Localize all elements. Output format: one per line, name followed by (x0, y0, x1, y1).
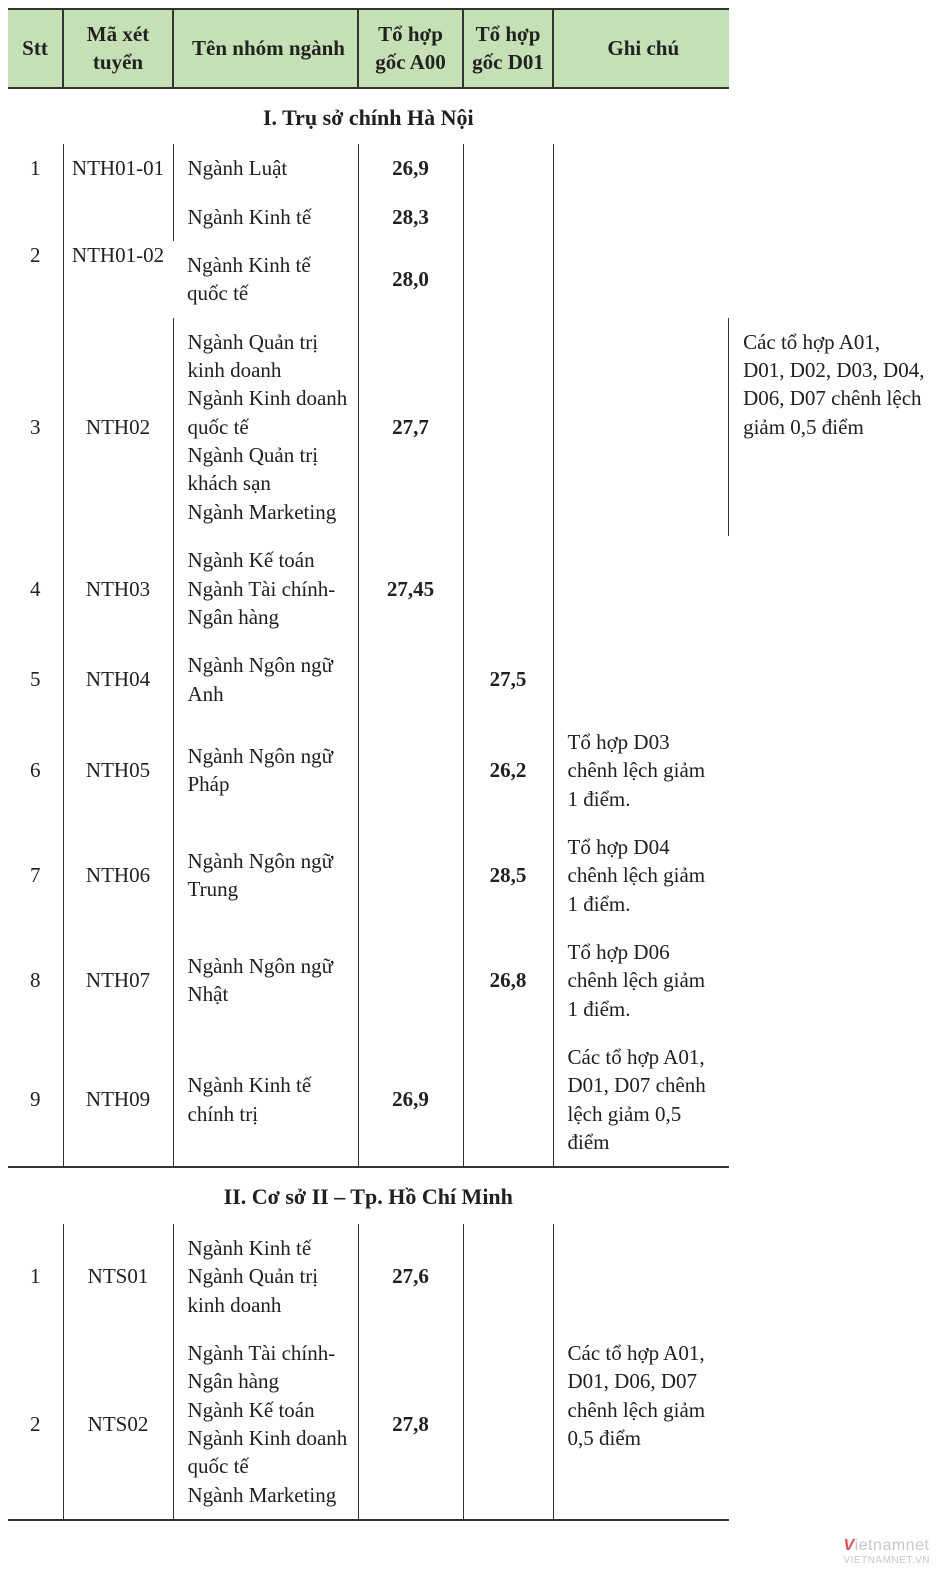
cell-name: Ngành Kinh tế chính trị (173, 1033, 358, 1167)
cell-name: Ngành Ngôn ngữ Anh (173, 641, 358, 718)
cell-d01 (463, 1224, 553, 1329)
table-row: 9NTH09Ngành Kinh tế chính trị26,9 Các tổ … (8, 1033, 936, 1167)
cell-name: Ngành Quản trị kinh doanh Ngành Kinh doa… (173, 318, 358, 536)
th-stt: Stt (8, 9, 63, 88)
table-row: 1NTH01-01Ngành Luật26,9 (8, 144, 936, 192)
cell-note: Các tổ hợp A01, D01, D06, D07 chênh lệch… (553, 1329, 729, 1520)
cell-stt: 2 (8, 193, 63, 318)
cell-stt: 9 (8, 1033, 63, 1167)
cell-name: Ngành Kinh tế Ngành Quản trị kinh doanh (173, 1224, 358, 1329)
cell-a00: 28,0 (358, 241, 463, 318)
watermark-brand: ietnamnet (855, 1537, 930, 1554)
th-name: Tên nhóm ngành (173, 9, 358, 88)
table-row: 7NTH06Ngành Ngôn ngữ Trung 28,5Tổ hợp D04… (8, 823, 936, 928)
cell-note: Tổ hợp D04 chênh lệch giảm 1 điểm. (553, 823, 729, 928)
cell-stt: 2 (8, 1329, 63, 1520)
cell-code: NTH05 (63, 718, 173, 823)
cell-code: NTS01 (63, 1224, 173, 1329)
cell-stt: 8 (8, 928, 63, 1033)
cell-d01 (463, 241, 553, 318)
cell-a00: 28,3 (358, 193, 463, 241)
cell-d01 (463, 193, 553, 241)
th-a00: Tổ hợp gốc A00 (358, 9, 463, 88)
cell-code: NTH01-02 (63, 193, 173, 318)
cell-name: Ngành Kế toán Ngành Tài chính- Ngân hàng (173, 536, 358, 641)
cell-note (553, 144, 729, 536)
cell-d01 (463, 318, 553, 536)
th-code: Mã xét tuyển (63, 9, 173, 88)
table-row: 2NTH01-02Ngành Kinh tế28,3 (8, 193, 936, 241)
cell-name: Ngành Ngôn ngữ Trung (173, 823, 358, 928)
cell-stt: 1 (8, 1224, 63, 1329)
cell-note: Các tổ hợp A01, D01, D02, D03, D04, D06,… (729, 318, 936, 536)
table-row: 2NTS02Ngành Tài chính-Ngân hàng Ngành Kế… (8, 1329, 936, 1520)
section-title: I. Trụ sở chính Hà Nội (8, 88, 729, 145)
cell-name: Ngành Luật (173, 144, 358, 192)
cell-d01: 26,2 (463, 718, 553, 823)
cell-d01 (463, 144, 553, 192)
watermark-sub: VIETNAMNET.VN (843, 1555, 930, 1566)
cell-name: Ngành Ngôn ngữ Nhật (173, 928, 358, 1033)
cell-a00: 26,9 (358, 144, 463, 192)
cell-stt: 3 (8, 318, 63, 536)
cell-code: NTS02 (63, 1329, 173, 1520)
cell-stt: 7 (8, 823, 63, 928)
th-note: Ghi chú (553, 9, 729, 88)
cell-code: NTH04 (63, 641, 173, 718)
cell-a00: 27,7 (358, 318, 463, 536)
cell-d01 (463, 1033, 553, 1167)
table-row: 5NTH04Ngành Ngôn ngữ Anh 27,5 (8, 641, 936, 718)
watermark-v: V (843, 1537, 854, 1554)
cell-a00 (358, 928, 463, 1033)
cell-note (553, 536, 729, 718)
cell-a00 (358, 718, 463, 823)
cell-note (553, 1224, 729, 1329)
section-title: II. Cơ sở II – Tp. Hồ Chí Minh (8, 1167, 729, 1224)
cell-d01: 28,5 (463, 823, 553, 928)
cell-name: Ngành Kinh tế (173, 193, 358, 241)
cell-d01: 27,5 (463, 641, 553, 718)
admission-table: Stt Mã xét tuyển Tên nhóm ngành Tổ hợp g… (8, 8, 936, 1521)
cell-d01 (463, 536, 553, 641)
cell-code: NTH07 (63, 928, 173, 1033)
cell-a00: 27,45 (358, 536, 463, 641)
cell-a00 (358, 641, 463, 718)
table-row: 1NTS01Ngành Kinh tế Ngành Quản trị kinh … (8, 1224, 936, 1329)
table-row: 6NTH05Ngành Ngôn ngữ Pháp 26,2Tổ hợp D03 … (8, 718, 936, 823)
cell-stt: 6 (8, 718, 63, 823)
watermark: Vietnamnet VIETNAMNET.VN (843, 1537, 930, 1566)
cell-stt: 4 (8, 536, 63, 641)
table-row: 3NTH02Ngành Quản trị kinh doanh Ngành Ki… (8, 318, 936, 536)
cell-note: Các tổ hợp A01, D01, D07 chênh lệch giảm… (553, 1033, 729, 1167)
cell-note: Tổ hợp D03 chênh lệch giảm 1 điểm. (553, 718, 729, 823)
cell-code: NTH09 (63, 1033, 173, 1167)
cell-a00: 26,9 (358, 1033, 463, 1167)
cell-code: NTH02 (63, 318, 173, 536)
cell-code: NTH01-01 (63, 144, 173, 192)
cell-a00: 27,8 (358, 1329, 463, 1520)
cell-code: NTH06 (63, 823, 173, 928)
th-d01: Tổ hợp gốc D01 (463, 9, 553, 88)
cell-d01 (463, 1329, 553, 1520)
cell-a00 (358, 823, 463, 928)
cell-stt: 5 (8, 641, 63, 718)
cell-d01: 26,8 (463, 928, 553, 1033)
cell-stt: 1 (8, 144, 63, 192)
cell-name: Ngành Kinh tế quốc tế (173, 241, 358, 318)
cell-note: Tổ hợp D06 chênh lệch giảm 1 điểm. (553, 928, 729, 1033)
cell-name: Ngành Ngôn ngữ Pháp (173, 718, 358, 823)
table-body: I. Trụ sở chính Hà Nội1NTH01-01Ngành Luậ… (8, 88, 936, 1520)
cell-name: Ngành Tài chính-Ngân hàng Ngành Kế toán … (173, 1329, 358, 1520)
cell-a00: 27,6 (358, 1224, 463, 1329)
table-header: Stt Mã xét tuyển Tên nhóm ngành Tổ hợp g… (8, 9, 936, 88)
table-row: 8NTH07Ngành Ngôn ngữ Nhật 26,8Tổ hợp D06 … (8, 928, 936, 1033)
cell-code: NTH03 (63, 536, 173, 641)
table-row: 4NTH03Ngành Kế toán Ngành Tài chính- Ngâ… (8, 536, 936, 641)
